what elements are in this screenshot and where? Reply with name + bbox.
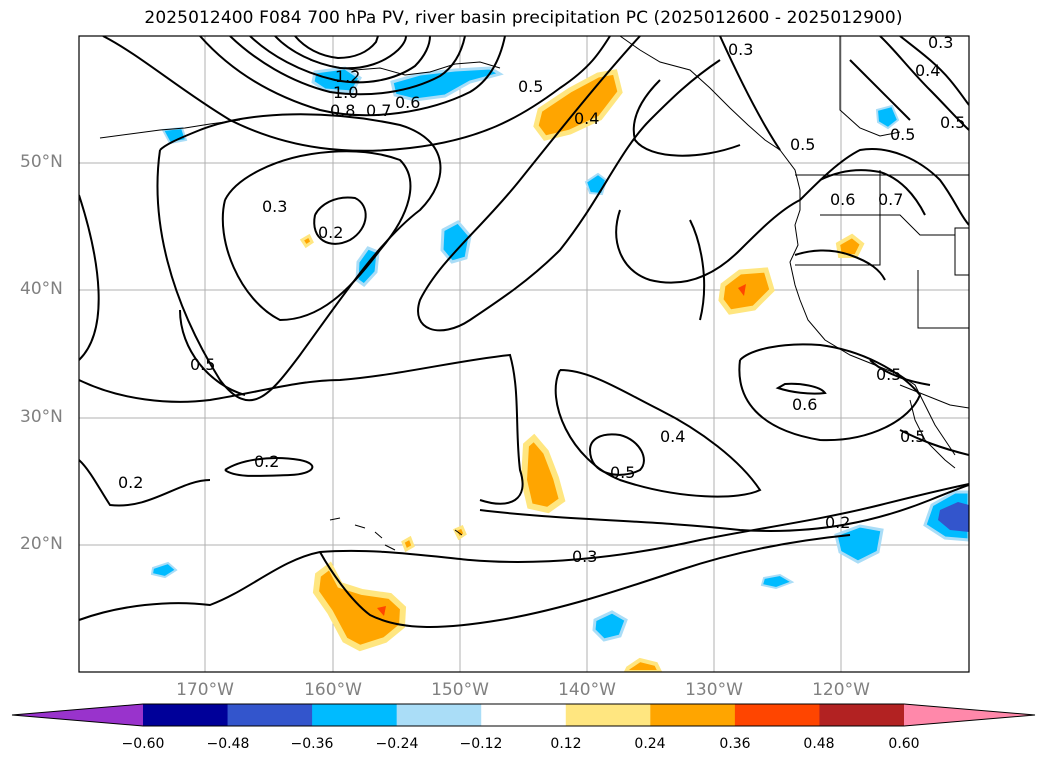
contour-label: 0.5 [890,125,915,144]
colorbar-tick-label: 0.24 [634,736,666,752]
precip-positive-blob [623,657,663,672]
map-frame [78,35,970,673]
contour-labels: 1.2 1.0 0.8 0.7 0.6 0.5 0.4 0.3 0.5 0.3 … [118,33,965,566]
colorbar-extend-max [904,704,1035,726]
map-title: 2025012400 F084 700 hPa PV, river basin … [144,8,903,28]
contour-label: 1.2 [335,67,360,86]
longitude-label: 160°W [304,680,362,700]
latitude-label: 20°N [20,534,63,554]
colorbar-swatch [143,704,229,726]
colorbar-swatch [734,704,820,726]
contour-label: 0.2 [254,452,279,471]
map-plot-area [79,36,969,672]
colorbar-swatch [565,704,651,726]
colorbar-tick-label: −0.36 [290,736,334,752]
contour-label: 0.6 [395,93,420,112]
precip-positive-blob [401,535,415,553]
contour-label: 0.3 [262,197,287,216]
contour-label: 0.2 [825,513,850,532]
contour-label: 0.6 [792,395,817,414]
precip-negative-blob [938,502,969,532]
precip-positive-blob [738,284,746,296]
colorbar-swatch [650,704,736,726]
precip-negative-blob [875,104,900,130]
contour-label: 0.7 [878,190,903,209]
colorbar-swatch [312,704,398,726]
colorbar-swatch [396,704,482,726]
colorbar-tick-label: −0.12 [459,736,503,752]
colorbar-swatch [819,704,905,726]
colorbar-outline [11,703,1036,727]
precip-positive-blob [299,233,314,249]
precip-negative-blob [760,573,795,590]
pv-contours [79,36,969,628]
colorbar-tick-label: −0.24 [375,736,419,752]
colorbar-tick-label: 0.36 [719,736,751,752]
contour-label: 0.5 [610,463,635,482]
contour-label: 0.5 [518,77,543,96]
precip-pc-shading [150,66,969,672]
contour-label: 0.2 [118,473,143,492]
contour-label: 0.5 [190,355,215,374]
precip-positive-blob [533,69,623,141]
precip-negative-blob [150,561,178,579]
contour-label: 0.5 [876,365,901,384]
contour-label: 0.5 [940,113,965,132]
contour-label: 0.6 [830,190,855,209]
latitude-label: 50°N [20,152,63,172]
precip-positive-blob [520,433,566,514]
longitude-label: 130°W [685,680,743,700]
contour-label: 0.3 [572,547,597,566]
latitude-label: 40°N [20,279,63,299]
longitude-label: 140°W [558,680,616,700]
contour-label: 0.4 [915,61,940,80]
colorbar-swatch [227,704,313,726]
gridlines [79,36,969,672]
contour-label: 0.5 [790,135,815,154]
contour-label: 0.4 [660,427,685,446]
colorbar-tick-label: 0.60 [888,736,920,752]
longitude-label: 170°W [176,680,234,700]
precip-negative-blob [440,220,472,264]
contour-label: 0.5 [900,427,925,446]
precip-positive-blob [718,267,775,315]
colorbar-tick-label: −0.60 [121,736,165,752]
longitude-label: 150°W [431,680,489,700]
precip-positive-blob [377,606,386,616]
contour-label: 0.8 [330,101,355,120]
colorbar-swatch [481,704,567,726]
longitude-label: 120°W [812,680,870,700]
contour-label: 0.7 [366,101,391,120]
contour-label: 0.3 [728,40,753,59]
colorbar-tick-label: 0.12 [550,736,582,752]
contour-label: 0.4 [574,109,599,128]
precip-negative-blob [592,610,628,642]
colorbar-tick-label: −0.48 [206,736,250,752]
precip-positive-blob [452,525,467,541]
contour-label: 0.3 [928,33,953,52]
colorbar [11,703,1036,727]
contour-label: 0.2 [318,223,343,242]
contour-label: 1.0 [333,83,358,102]
latitude-label: 30°N [20,407,63,427]
precip-positive-blob [835,233,865,258]
colorbar-extend-min [12,704,143,726]
colorbar-tick-label: 0.48 [803,736,835,752]
